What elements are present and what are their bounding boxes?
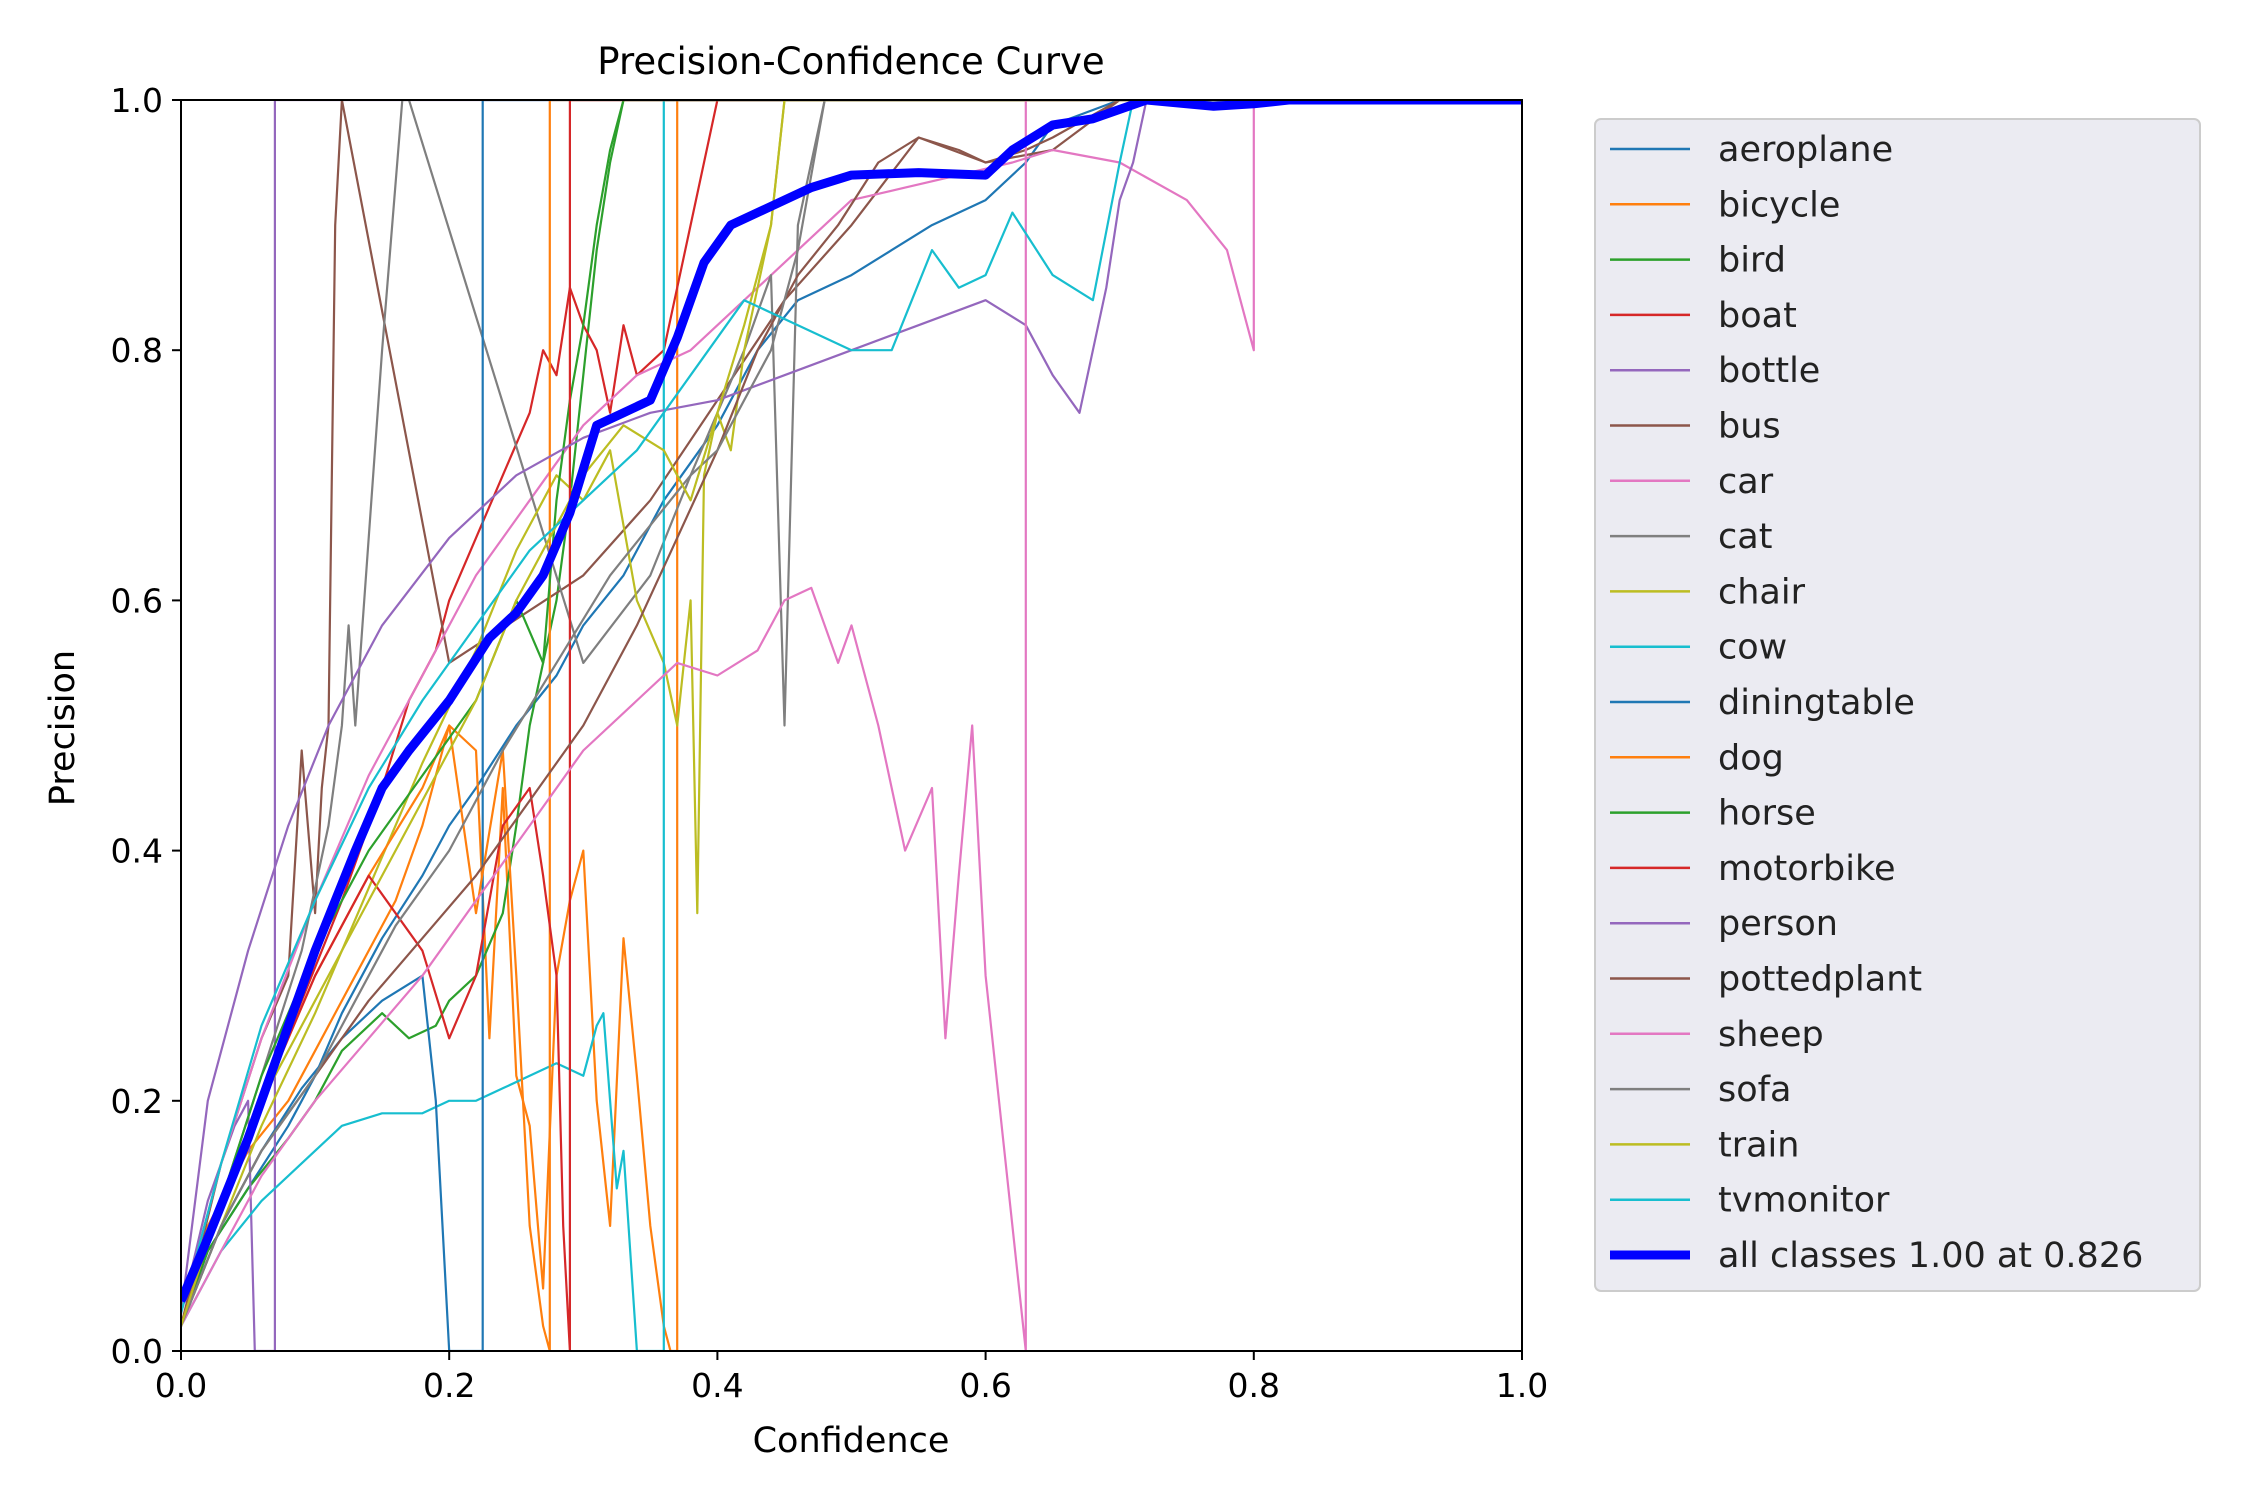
x-axis: 0.0 0.2 0.4 0.6 0.8 1.0 bbox=[155, 1351, 1548, 1405]
legend-label: cow bbox=[1718, 628, 1787, 668]
x-axis-label: Confidence bbox=[753, 1421, 950, 1461]
legend-label: train bbox=[1718, 1125, 1799, 1165]
legend-label: person bbox=[1718, 904, 1838, 944]
y-tick-label: 0.8 bbox=[111, 331, 163, 370]
legend-label: boat bbox=[1718, 296, 1797, 336]
y-axis: 0.0 0.2 0.4 0.6 0.8 1.0 bbox=[111, 81, 181, 1371]
series-line-aeroplane bbox=[181, 100, 1522, 1327]
legend-label: car bbox=[1718, 462, 1774, 502]
series-line-chair bbox=[181, 100, 1522, 1327]
x-tick-label: 0.2 bbox=[423, 1366, 475, 1405]
y-tick-label: 0.0 bbox=[111, 1332, 163, 1371]
series-line-bicycle bbox=[181, 100, 1522, 1351]
x-tick-label: 0.6 bbox=[959, 1366, 1011, 1405]
legend-label: bus bbox=[1718, 407, 1781, 447]
legend-label: bicycle bbox=[1718, 185, 1840, 225]
x-tick-label: 0.4 bbox=[691, 1366, 743, 1405]
y-tick-label: 0.6 bbox=[111, 581, 163, 620]
y-tick-label: 0.2 bbox=[111, 1082, 163, 1121]
series-line-person bbox=[181, 100, 1522, 1314]
legend-label: sheep bbox=[1718, 1015, 1824, 1055]
legend-label: diningtable bbox=[1718, 683, 1915, 723]
x-tick-label: 0.8 bbox=[1228, 1366, 1280, 1405]
chart-title: Precision-Confidence Curve bbox=[597, 40, 1104, 83]
legend-label: all classes 1.00 at 0.826 bbox=[1718, 1236, 2143, 1276]
x-tick-label: 0.0 bbox=[155, 1366, 207, 1405]
series-lines bbox=[181, 100, 1522, 1351]
legend-label: tvmonitor bbox=[1718, 1181, 1890, 1221]
legend-box bbox=[1594, 118, 2201, 1292]
x-tick-label: 1.0 bbox=[1496, 1366, 1548, 1405]
legend-label: cat bbox=[1718, 517, 1772, 557]
legend: aeroplane bicycle bird boat bottle bus car cat c… bbox=[1594, 118, 2201, 1292]
legend-label: dog bbox=[1718, 738, 1784, 778]
y-tick-label: 1.0 bbox=[111, 81, 163, 120]
y-axis-label: Precision bbox=[43, 650, 83, 806]
legend-label: motorbike bbox=[1718, 849, 1896, 889]
plot-frame bbox=[180, 99, 1523, 1352]
y-tick-label: 0.4 bbox=[111, 832, 163, 871]
legend-label: bird bbox=[1718, 241, 1786, 281]
legend-label: horse bbox=[1718, 794, 1816, 834]
series-line-all-classes bbox=[181, 100, 1522, 1303]
legend-label: sofa bbox=[1718, 1070, 1791, 1110]
legend-label: pottedplant bbox=[1718, 960, 1922, 1000]
legend-label: bottle bbox=[1718, 351, 1820, 391]
series-line-sheep bbox=[181, 100, 1522, 1351]
legend-label: chair bbox=[1718, 572, 1806, 612]
series-line-sofa bbox=[181, 100, 1522, 1327]
series-line-tvmonitor bbox=[181, 100, 1522, 1314]
legend-label: aeroplane bbox=[1718, 130, 1893, 170]
series-line-cat bbox=[181, 100, 1522, 1327]
